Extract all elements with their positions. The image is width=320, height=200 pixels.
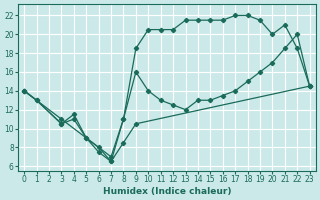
X-axis label: Humidex (Indice chaleur): Humidex (Indice chaleur) [103,187,231,196]
